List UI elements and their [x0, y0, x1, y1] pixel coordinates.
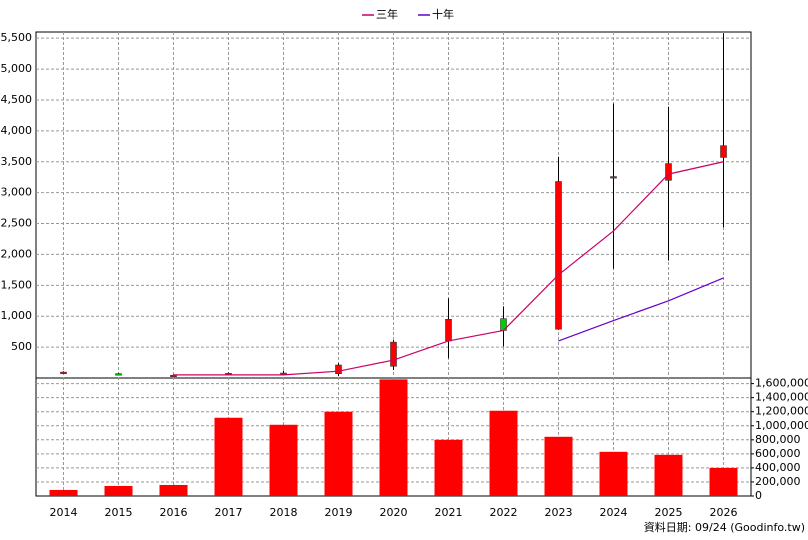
x-tick-label: 2020 [380, 506, 408, 519]
candle-body [390, 341, 397, 367]
volume-bar [489, 410, 518, 496]
volume-bar [214, 417, 243, 496]
x-tick-label: 2018 [270, 506, 298, 519]
candle-body [445, 319, 452, 342]
legend-label: 十年 [432, 7, 454, 21]
y-tick-label: 3,500 [1, 155, 33, 168]
ma-line [173, 161, 724, 376]
y2-tick-label: 0 [755, 489, 762, 502]
x-tick-label: 2019 [325, 506, 353, 519]
x-tick-label: 2021 [435, 506, 463, 519]
y-tick-label: 4,000 [1, 124, 33, 137]
y-tick-label: 3,000 [1, 186, 33, 199]
volume-bar [269, 424, 298, 496]
y2-tick-label: 800,000 [755, 433, 801, 446]
candle-body [335, 364, 342, 374]
ma-line [558, 277, 724, 342]
volume-bar [104, 485, 133, 496]
y2-tick-label: 200,000 [755, 475, 801, 488]
y2-tick-label: 1,000,000 [755, 419, 808, 432]
y-tick-label: 2,000 [1, 247, 33, 260]
x-tick-label: 2024 [600, 506, 628, 519]
candle-body [665, 163, 672, 181]
y-tick-label: 1,000 [1, 309, 33, 322]
y-tick-label: 500 [11, 340, 32, 353]
volume-bar [379, 379, 408, 496]
y2-tick-label: 600,000 [755, 447, 801, 460]
volume-bar [159, 484, 188, 496]
y2-tick-label: 1,600,000 [755, 377, 808, 390]
y-tick-label: 5,000 [1, 62, 33, 75]
y-tick-label: 5,500 [1, 31, 33, 44]
y2-tick-label: 1,400,000 [755, 391, 808, 404]
x-tick-label: 2016 [160, 506, 188, 519]
volume-bar [709, 467, 738, 496]
volume-bar [599, 451, 628, 496]
y2-tick-label: 400,000 [755, 461, 801, 474]
volume-bar [544, 436, 573, 496]
x-tick-label: 2014 [50, 506, 78, 519]
volume-bar [434, 439, 463, 496]
volume-bar [49, 489, 78, 496]
legend-label: 三年 [376, 7, 398, 21]
x-tick-label: 2022 [490, 506, 518, 519]
x-tick-label: 2023 [545, 506, 573, 519]
candle-body [720, 145, 727, 158]
x-tick-label: 2015 [105, 506, 133, 519]
y-tick-label: 4,500 [1, 93, 33, 106]
candle-body [115, 373, 122, 376]
footnote: 資料日期: 09/24 (Goodinfo.tw) [644, 520, 805, 534]
x-tick-label: 2026 [710, 506, 738, 519]
y-tick-label: 2,500 [1, 217, 33, 230]
y-tick-label: 1,500 [1, 278, 33, 291]
volume-bar [654, 454, 683, 496]
volume-bar [324, 411, 353, 496]
x-tick-label: 2017 [215, 506, 243, 519]
candle-body [555, 181, 562, 330]
y2-tick-label: 1,200,000 [755, 405, 808, 418]
candle-body [610, 176, 617, 179]
x-tick-label: 2025 [655, 506, 683, 519]
candle-body [60, 371, 67, 374]
